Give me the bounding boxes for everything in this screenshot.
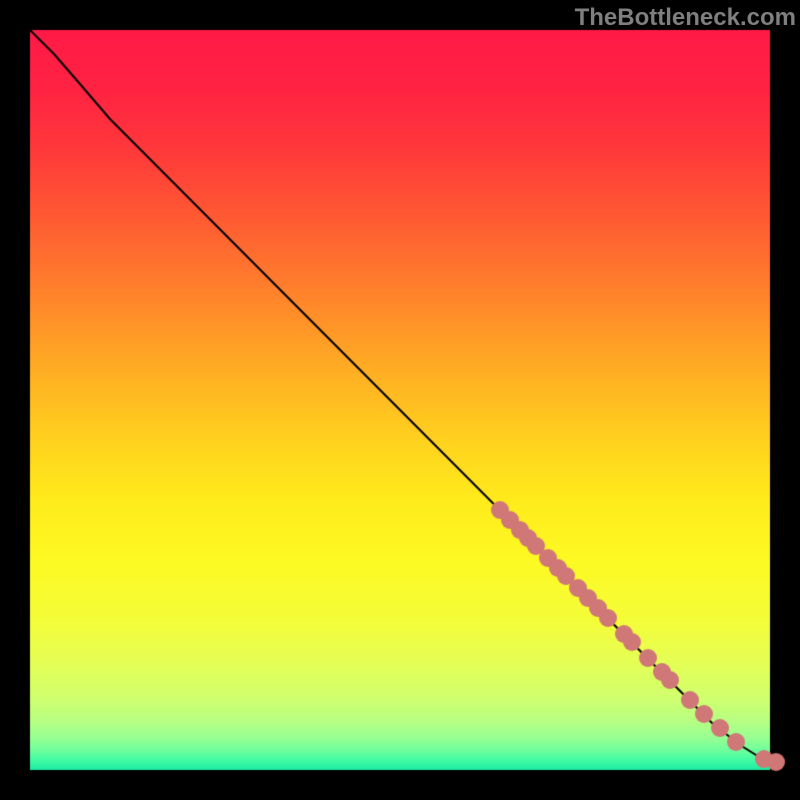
bottleneck-chart — [0, 0, 800, 800]
